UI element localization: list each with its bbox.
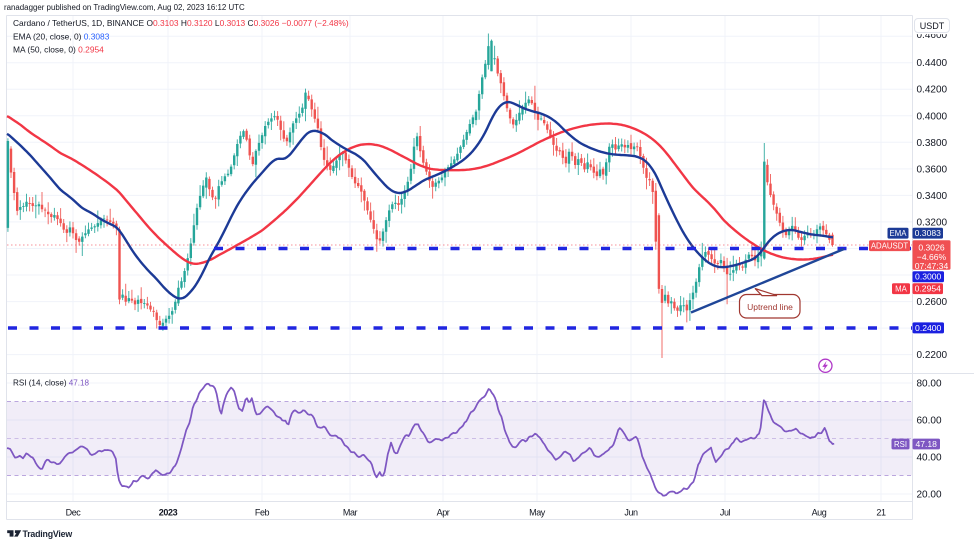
svg-text:80.00: 80.00	[917, 379, 942, 390]
svg-text:ADAUSDT: ADAUSDT	[871, 242, 908, 251]
svg-text:MA: MA	[895, 285, 907, 294]
svg-text:0.2200: 0.2200	[917, 350, 948, 361]
svg-text:Cardano / TetherUS, 1D, BINANC: Cardano / TetherUS, 1D, BINANCE O0.3103 …	[13, 18, 349, 28]
svg-text:40.00: 40.00	[917, 453, 942, 464]
svg-text:USDT: USDT	[920, 21, 945, 31]
svg-text:0.3400: 0.3400	[917, 191, 948, 202]
svg-text:ranadagger published on Tradin: ranadagger published on TradingView.com,…	[4, 3, 245, 12]
svg-text:0.2400: 0.2400	[915, 323, 942, 333]
svg-text:21: 21	[876, 508, 886, 518]
svg-text:0.2600: 0.2600	[917, 297, 948, 308]
svg-text:47.18: 47.18	[915, 439, 937, 449]
svg-text:0.2954: 0.2954	[915, 284, 942, 294]
svg-text:0.3200: 0.3200	[917, 217, 948, 228]
svg-text:Aug: Aug	[812, 508, 827, 518]
svg-text:0.3000: 0.3000	[915, 272, 942, 282]
svg-text:20.00: 20.00	[917, 490, 942, 501]
svg-text:MA (50, close, 0) 0.2954: MA (50, close, 0) 0.2954	[13, 45, 104, 55]
svg-text:0.4200: 0.4200	[917, 85, 948, 96]
svg-text:Dec: Dec	[66, 508, 82, 518]
svg-text:60.00: 60.00	[917, 416, 942, 427]
svg-text:EMA (20, close, 0) 0.3083: EMA (20, close, 0) 0.3083	[13, 32, 110, 42]
svg-text:EMA: EMA	[890, 229, 908, 238]
svg-text:07:47:34: 07:47:34	[915, 261, 949, 271]
svg-text:0.3083: 0.3083	[915, 228, 942, 238]
svg-text:0.4400: 0.4400	[917, 58, 948, 69]
svg-text:Jun: Jun	[624, 508, 638, 518]
svg-text:0.3600: 0.3600	[917, 164, 948, 175]
svg-text:0.4000: 0.4000	[917, 111, 948, 122]
svg-text:TradingView: TradingView	[23, 529, 73, 539]
svg-text:0.4600: 0.4600	[917, 30, 948, 41]
svg-text:Uptrend line: Uptrend line	[747, 302, 793, 312]
svg-text:0.3800: 0.3800	[917, 138, 948, 149]
svg-text:2023: 2023	[159, 508, 178, 518]
svg-text:Jul: Jul	[720, 508, 731, 518]
svg-text:Feb: Feb	[255, 508, 270, 518]
svg-text:RSI (14, close) 47.18: RSI (14, close) 47.18	[13, 379, 90, 388]
svg-text:0.3026: 0.3026	[918, 242, 945, 252]
svg-text:RSI: RSI	[894, 440, 907, 449]
svg-text:Apr: Apr	[437, 508, 450, 518]
svg-text:−4.66%: −4.66%	[917, 252, 947, 262]
svg-text:Mar: Mar	[343, 508, 358, 518]
svg-text:May: May	[529, 508, 546, 518]
